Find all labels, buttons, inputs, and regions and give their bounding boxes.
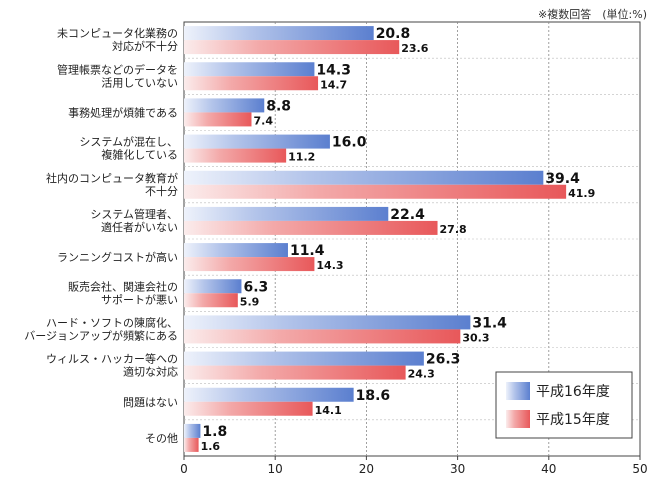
bar-h16 <box>184 134 330 149</box>
category-label: 問題はない <box>123 396 178 409</box>
value-label-h16: 26.3 <box>426 352 461 368</box>
bar-h16 <box>184 315 471 330</box>
legend-label-h15: 平成15年度 <box>536 412 610 428</box>
category-label: 管理帳票などのデータを活用していない <box>57 62 178 89</box>
bar-h16 <box>184 62 315 77</box>
value-label-h16: 39.4 <box>545 171 580 187</box>
value-label-h16: 20.8 <box>376 26 411 42</box>
bar-h16 <box>184 26 374 41</box>
bar-h15 <box>184 148 287 163</box>
value-label-h15: 5.9 <box>240 295 259 308</box>
bar-h15 <box>184 437 199 452</box>
legend-swatch-h15 <box>506 410 530 428</box>
value-label-h16: 1.8 <box>202 424 227 440</box>
category-label: 事務処理が煩雑である <box>68 105 178 119</box>
bar-h15 <box>184 401 313 416</box>
x-tick-label: 0 <box>180 462 188 476</box>
value-label-h16: 11.4 <box>290 243 325 259</box>
x-tick-label: 50 <box>632 462 647 476</box>
value-label-h16: 18.6 <box>356 388 391 404</box>
bar-h16 <box>184 387 354 402</box>
value-label-h15: 27.8 <box>440 223 467 236</box>
value-label-h16: 8.8 <box>266 98 291 114</box>
category-label: 販売会社、関連会社のサポートが悪い <box>68 279 178 306</box>
bar-h15 <box>184 184 567 199</box>
bar-h16 <box>184 423 201 438</box>
category-label: その他 <box>145 432 178 445</box>
value-label-h15: 7.4 <box>253 114 273 127</box>
value-label-h15: 23.6 <box>401 42 428 55</box>
value-label-h15: 41.9 <box>568 187 595 200</box>
value-label-h15: 30.3 <box>462 331 489 344</box>
bar-h16 <box>184 243 288 258</box>
bar-h16 <box>184 351 424 366</box>
value-label-h15: 14.3 <box>316 259 343 272</box>
bar-h16 <box>184 98 265 113</box>
category-label: ランニングコストが高い <box>57 250 178 264</box>
x-tick-label: 10 <box>268 462 283 476</box>
bar-h15 <box>184 329 461 344</box>
bar-h15 <box>184 365 406 380</box>
category-label: 社内のコンピュータ教育が不十分 <box>46 171 178 198</box>
value-label-h15: 11.2 <box>288 151 315 164</box>
value-label-h16: 6.3 <box>243 279 268 295</box>
bar-h15 <box>184 40 400 55</box>
value-label-h15: 14.7 <box>320 78 347 91</box>
value-label-h15: 1.6 <box>201 440 221 453</box>
bar-h15 <box>184 76 319 91</box>
bar-h16 <box>184 206 389 221</box>
legend-swatch-h16 <box>506 382 530 400</box>
x-tick-label: 40 <box>541 462 556 476</box>
x-tick-label: 20 <box>359 462 374 476</box>
legend-box <box>495 371 633 439</box>
value-label-h16: 22.4 <box>390 207 425 223</box>
bar-h15 <box>184 112 252 127</box>
category-label: 未コンピュータ化業務の対応が不十分 <box>57 26 178 53</box>
chart-note: ※複数回答 (単位:%) <box>538 8 647 21</box>
value-label-h15: 14.1 <box>315 404 342 417</box>
category-label: ウィルス・ハッカー等への適切な対応 <box>46 352 178 379</box>
bar-h16 <box>184 170 544 185</box>
value-label-h16: 14.3 <box>316 62 351 78</box>
legend-label-h16: 平成16年度 <box>536 384 610 400</box>
bar-h15 <box>184 293 238 308</box>
value-label-h15: 24.3 <box>408 368 435 381</box>
x-tick-label: 30 <box>450 462 465 476</box>
bar-h15 <box>184 220 438 235</box>
category-label: ハード・ソフトの陳腐化、バージョンアップが頻繁にある <box>24 315 178 342</box>
category-label: システム管理者、適任者がいない <box>90 207 178 234</box>
bar-h16 <box>184 279 242 294</box>
value-label-h16: 31.4 <box>472 315 507 331</box>
value-label-h16: 16.0 <box>332 135 367 151</box>
category-label: システムが混在し、複雑化している <box>79 135 178 162</box>
bar-h15 <box>184 257 315 272</box>
